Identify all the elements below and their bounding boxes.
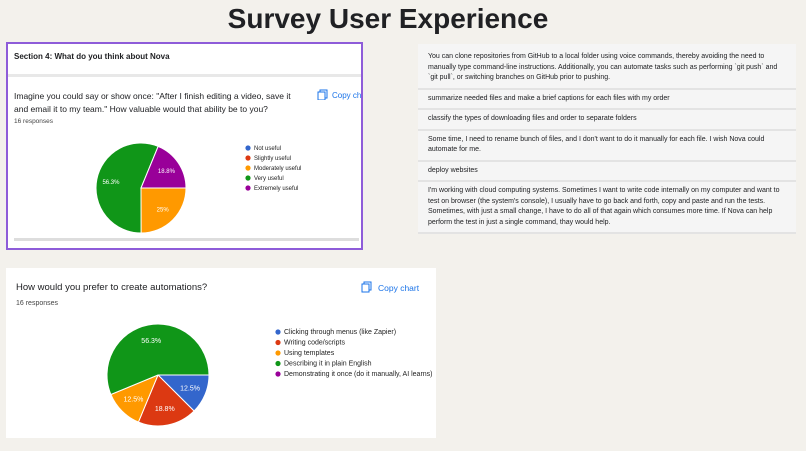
copy-chart[interactable]: Copy chart — [378, 283, 420, 293]
pie-slice — [140, 145, 187, 189]
question: How would you prefer to create automatio… — [16, 282, 208, 293]
divider — [8, 74, 361, 77]
legend-label: Using templates — [284, 350, 335, 357]
legend-label: Demonstrating it once (do it manually, A… — [284, 371, 433, 378]
answer: You can clone repositories from GitHub t… — [418, 48, 796, 90]
card-2: How would you prefer to create automatio… — [6, 268, 436, 438]
legend-label: Slightly useful — [254, 156, 291, 162]
legend-swatch — [245, 145, 251, 151]
copy-chart[interactable]: Copy chart — [332, 91, 361, 100]
legend-label: Writing code/scripts — [284, 340, 345, 347]
answers-panel: You can clone repositories from GitHub t… — [418, 44, 796, 234]
copy-icon[interactable] — [317, 89, 328, 100]
legend-label: Not useful — [254, 146, 281, 152]
legend-label: Very useful — [254, 176, 284, 182]
pie-chart: 12.5% 18.8% 12.5% 56.3% Clicking through men… — [106, 323, 433, 427]
slice-label: 56.3% — [102, 180, 120, 186]
section-header: Section 4: What do you think about Nova — [14, 52, 170, 61]
icon-part — [317, 91, 326, 100]
legend-label: Describing it in plain English — [284, 361, 372, 368]
copy-icon[interactable] — [361, 281, 373, 293]
slice-label: 56.3% — [141, 338, 161, 345]
legend-swatch — [245, 185, 251, 191]
legend-swatch — [275, 339, 281, 346]
legend-swatch — [245, 155, 251, 161]
pie-chart: 25% 56.3% 18.8% Not useful Slightly useful Mo… — [95, 142, 301, 234]
pie-slice — [140, 187, 187, 234]
answer: summarize needed files and make a brief … — [418, 90, 796, 110]
slice-label: 25% — [157, 208, 170, 214]
answer: I'm working with cloud computing systems… — [418, 182, 796, 234]
answer: Some time, I need to rename bunch of fil… — [418, 131, 796, 162]
answer: deploy websites — [418, 162, 796, 182]
question: Imagine you could say or show once: "Aft… — [14, 91, 291, 114]
answer: classify the types of downloading files … — [418, 110, 796, 131]
slice-label: 12.5% — [124, 397, 144, 404]
pie-slice — [106, 323, 210, 396]
card-1: Section 4: What do you think about Nova … — [6, 42, 363, 250]
slice-label: 18.8% — [158, 169, 176, 175]
legend-swatch — [245, 175, 251, 181]
legend-label: Moderately useful — [254, 166, 301, 172]
page-title: Survey User Experience — [227, 3, 549, 34]
slice-label: 18.8% — [155, 406, 175, 413]
responses: 16 responses — [14, 118, 54, 125]
slice-label: 12.5% — [180, 385, 200, 392]
pie-slice — [95, 142, 159, 234]
legend-swatch — [275, 350, 281, 356]
pie-slice — [137, 374, 195, 427]
legend-swatch — [275, 329, 281, 335]
legend-swatch — [275, 360, 281, 367]
responses: 16 responses — [16, 300, 59, 307]
legend-label: Extremely useful — [254, 186, 298, 192]
scrollbar — [14, 238, 359, 241]
legend-swatch — [245, 165, 251, 171]
legend-label: Clicking through menus (like Zapier) — [284, 329, 396, 336]
legend-swatch — [275, 371, 281, 377]
icon-part — [361, 283, 370, 293]
